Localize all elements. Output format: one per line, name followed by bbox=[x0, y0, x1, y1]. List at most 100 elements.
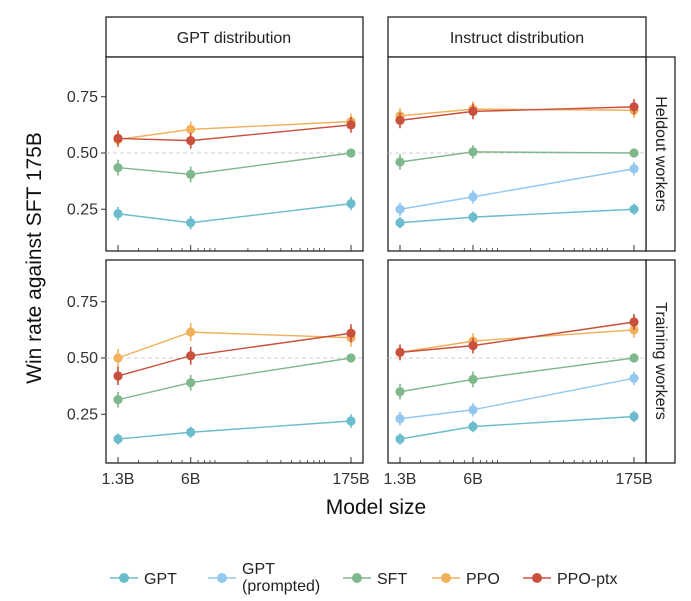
series-sft bbox=[113, 148, 356, 183]
data-point bbox=[629, 373, 639, 383]
panel-frame bbox=[105, 56, 364, 252]
data-point bbox=[468, 405, 478, 415]
legend-label-line: (prompted) bbox=[242, 578, 320, 595]
series-gpt bbox=[395, 203, 639, 229]
series-gpt bbox=[113, 414, 356, 445]
data-point bbox=[186, 327, 196, 337]
legend-swatch-point bbox=[441, 573, 451, 583]
data-point bbox=[468, 147, 478, 157]
y-tick-label: 0.75 bbox=[67, 89, 98, 106]
data-point bbox=[468, 212, 478, 222]
data-point bbox=[186, 427, 196, 437]
panels bbox=[105, 56, 647, 464]
legend-entry-ppo-ptx: PPO-ptx bbox=[523, 571, 617, 588]
strip-header-heldout-workers bbox=[645, 56, 676, 252]
data-point bbox=[395, 204, 405, 214]
series-gpt-prompted bbox=[395, 371, 639, 426]
data-point bbox=[186, 136, 196, 146]
data-point bbox=[113, 353, 123, 363]
data-point bbox=[395, 157, 405, 167]
data-point bbox=[113, 434, 123, 444]
x-tick-label: 6B bbox=[181, 471, 201, 488]
legend-entry-ppo: PPO bbox=[432, 571, 500, 588]
data-point bbox=[346, 148, 356, 158]
data-point bbox=[629, 204, 639, 214]
data-point bbox=[395, 115, 405, 125]
data-point bbox=[395, 414, 405, 424]
legend-entry-sft: SFT bbox=[343, 571, 407, 588]
data-point bbox=[186, 124, 196, 134]
data-point bbox=[468, 192, 478, 202]
panel-frame bbox=[387, 56, 647, 252]
x-tick-label: 175B bbox=[332, 471, 369, 488]
panel-frame bbox=[105, 259, 364, 464]
data-point bbox=[629, 148, 639, 158]
data-point bbox=[629, 411, 639, 422]
series-sft bbox=[395, 353, 639, 400]
legend-entry-gpt-prompted: GPT(prompted) bbox=[208, 561, 320, 595]
data-point bbox=[395, 434, 405, 444]
data-point bbox=[186, 218, 196, 228]
data-point bbox=[346, 199, 356, 209]
panel-instruct-distribution-training-workers bbox=[387, 259, 647, 464]
series-ppo-ptx bbox=[113, 117, 356, 149]
data-point bbox=[629, 102, 639, 112]
panel-gpt-distribution-heldout-workers bbox=[105, 56, 364, 252]
series-gpt bbox=[395, 410, 639, 445]
legend-label: SFT bbox=[377, 571, 407, 588]
strip-header-instruct-distribution bbox=[387, 16, 647, 58]
data-point bbox=[468, 341, 478, 351]
panel-instruct-distribution-heldout-workers bbox=[387, 56, 647, 252]
data-point bbox=[468, 374, 478, 384]
data-point bbox=[346, 120, 356, 130]
y-tick-label: 0.50 bbox=[67, 350, 98, 367]
series-sft bbox=[395, 145, 639, 170]
strip-label-heldout-workers: Heldout workers bbox=[652, 96, 669, 212]
data-point bbox=[186, 169, 196, 179]
x-tick-label: 6B bbox=[463, 471, 483, 488]
data-point bbox=[113, 209, 123, 219]
x-tick-label: 1.3B bbox=[384, 471, 417, 488]
strip-header-gpt-distribution bbox=[105, 16, 364, 58]
data-point bbox=[468, 422, 478, 432]
strip-header-training-workers bbox=[645, 259, 676, 464]
legend-label: PPO bbox=[466, 571, 500, 588]
data-point bbox=[395, 387, 405, 397]
data-point bbox=[395, 347, 405, 357]
series-gpt-prompted bbox=[395, 162, 639, 216]
data-point bbox=[186, 351, 196, 361]
data-point bbox=[629, 164, 639, 174]
legend-entry-gpt: GPT bbox=[110, 571, 177, 588]
x-tick-label: 175B bbox=[615, 471, 652, 488]
legend-swatch-point bbox=[217, 573, 227, 583]
legend-swatch-point bbox=[352, 573, 362, 583]
strip-label-gpt-distribution: GPT distribution bbox=[177, 30, 291, 47]
y-tick-label: 0.75 bbox=[67, 294, 98, 311]
data-point bbox=[346, 416, 356, 426]
axis-ticks: 0.25 0.50 0.75 0.25 0.50 0.75 1.3B 6B 175B 1.3B 6B… bbox=[67, 89, 653, 488]
series-ppo-ptx bbox=[113, 324, 356, 385]
legend-swatch-point bbox=[532, 573, 542, 583]
data-point bbox=[186, 378, 196, 388]
x-axis-title: Model size bbox=[326, 496, 426, 519]
legend-label: PPO-ptx bbox=[557, 571, 617, 588]
data-point bbox=[468, 106, 478, 116]
data-point bbox=[629, 317, 639, 327]
series-gpt bbox=[113, 196, 356, 230]
y-tick-label: 0.50 bbox=[67, 145, 98, 162]
data-point bbox=[113, 371, 123, 381]
y-tick-label: 0.25 bbox=[67, 201, 98, 218]
data-point bbox=[346, 353, 356, 363]
data-point bbox=[395, 218, 405, 228]
data-point bbox=[629, 353, 639, 363]
data-point bbox=[346, 328, 356, 338]
data-point bbox=[113, 133, 123, 143]
legend-swatch-point bbox=[119, 573, 129, 583]
series-ppo-ptx bbox=[395, 314, 639, 361]
strip-label-training-workers: Training workers bbox=[652, 302, 669, 420]
legend-label-line: GPT bbox=[242, 561, 275, 578]
y-axis-title: Win rate against SFT 175B bbox=[23, 132, 46, 384]
panel-gpt-distribution-training-workers bbox=[105, 259, 364, 464]
